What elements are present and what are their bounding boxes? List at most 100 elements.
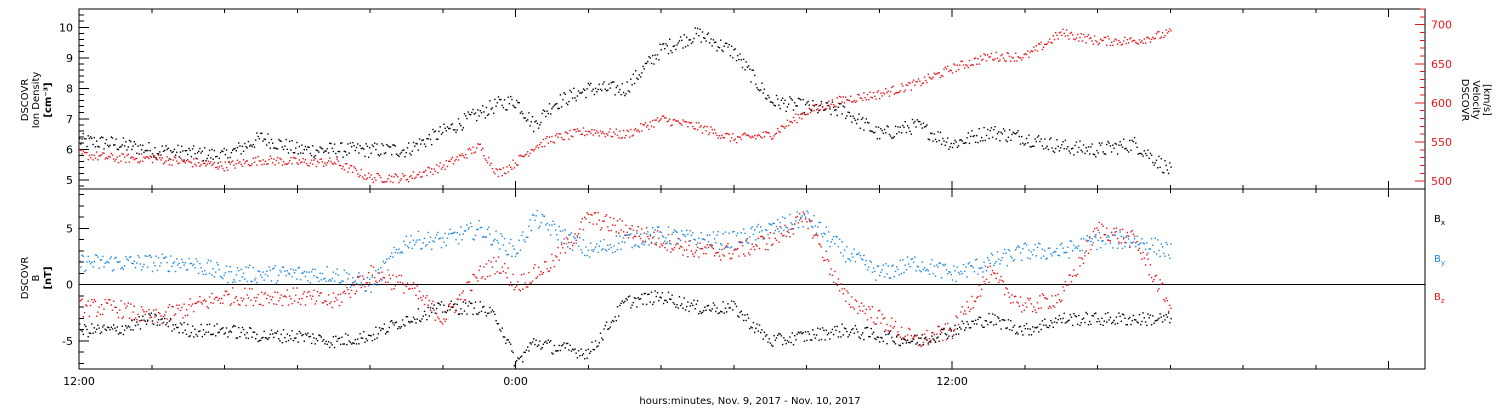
velocity-point	[205, 165, 207, 167]
by-point	[505, 250, 507, 252]
bz-point	[1073, 269, 1075, 271]
density-point	[588, 84, 591, 86]
bz-point	[829, 273, 831, 276]
bx-point	[620, 302, 622, 304]
velocity-point	[948, 70, 950, 73]
velocity-point	[1085, 42, 1087, 44]
bz-point	[889, 325, 892, 327]
bx-point	[1061, 321, 1063, 324]
density-point	[94, 146, 97, 148]
bx-point	[388, 326, 390, 329]
bz-point	[738, 255, 740, 257]
density-point	[767, 94, 769, 97]
velocity-point	[490, 162, 492, 164]
velocity-point	[803, 113, 806, 115]
bz-point	[267, 294, 269, 296]
velocity-point	[1036, 50, 1039, 52]
bx-point	[149, 314, 151, 316]
by-point	[1017, 245, 1019, 247]
bz-point	[268, 302, 270, 304]
velocity-point	[110, 152, 112, 155]
bx-point	[148, 313, 150, 315]
density-point	[474, 112, 477, 114]
bz-point	[1087, 252, 1090, 254]
velocity-point	[332, 163, 335, 165]
bz-point	[236, 299, 239, 302]
bz-point	[179, 309, 182, 312]
density-point	[1018, 135, 1020, 138]
velocity-point	[820, 103, 823, 105]
density-point	[1050, 137, 1052, 139]
density-point	[210, 157, 212, 159]
velocity-point	[855, 100, 858, 102]
bz-point	[387, 281, 389, 283]
density-point	[1046, 145, 1048, 147]
bx-point	[389, 320, 392, 323]
bx-point	[724, 307, 727, 309]
density-point	[1072, 147, 1074, 150]
bx-point	[215, 335, 217, 337]
density-point	[908, 127, 910, 129]
density-point	[347, 143, 349, 145]
velocity-point	[1164, 34, 1166, 37]
velocity-point	[551, 135, 553, 138]
bx-point	[995, 323, 997, 326]
density-point	[557, 107, 559, 110]
bx-point	[382, 328, 384, 330]
density-point	[644, 62, 647, 65]
bx-point	[371, 339, 373, 342]
bx-point	[1042, 324, 1045, 326]
velocity-point	[342, 165, 344, 168]
bx-point	[527, 346, 529, 348]
bx-point	[722, 301, 724, 303]
bx-point	[819, 328, 821, 330]
by-point	[536, 209, 539, 212]
bz-point	[166, 318, 168, 320]
density-point	[694, 27, 696, 29]
bx-point	[480, 310, 483, 313]
bx-point	[961, 320, 963, 323]
by-point	[1133, 238, 1136, 240]
bz-point	[733, 249, 735, 251]
velocity-point	[554, 135, 557, 137]
velocity-axis-label: DSCOVR Velocity [km/s]	[1459, 79, 1492, 122]
bz-point	[382, 276, 384, 279]
bz-point	[592, 223, 594, 225]
density-point	[812, 100, 814, 102]
velocity-point	[92, 159, 94, 161]
by-point	[905, 269, 908, 271]
by-point	[297, 267, 299, 269]
density-point	[757, 88, 759, 91]
bx-point	[562, 344, 564, 346]
bx-point	[774, 339, 776, 341]
density-point	[584, 89, 586, 91]
bx-point	[221, 327, 223, 330]
bx-point	[357, 338, 359, 340]
velocity-point	[217, 168, 219, 170]
bz-point	[333, 300, 336, 303]
density-point	[83, 137, 86, 140]
bx-point	[1033, 330, 1035, 333]
density-point	[344, 151, 347, 153]
bx-point	[971, 320, 973, 323]
density-point	[110, 136, 112, 138]
velocity-point	[412, 171, 415, 173]
velocity-point	[951, 72, 954, 74]
velocity-point	[585, 130, 587, 132]
by-point	[641, 243, 643, 245]
bz-point	[256, 296, 258, 299]
bx-point	[137, 323, 139, 326]
density-point	[1138, 152, 1141, 155]
velocity-point	[147, 156, 149, 158]
by-point	[894, 270, 897, 273]
velocity-point	[164, 161, 166, 164]
bz-point	[316, 291, 319, 293]
bz-point	[716, 252, 718, 254]
bx-point	[812, 329, 814, 331]
velocity-point	[1091, 40, 1093, 42]
velocity-point	[756, 135, 758, 137]
density-point	[1070, 148, 1073, 150]
bz-point	[528, 271, 530, 274]
by-point	[883, 276, 886, 278]
bz-point	[1167, 310, 1170, 313]
